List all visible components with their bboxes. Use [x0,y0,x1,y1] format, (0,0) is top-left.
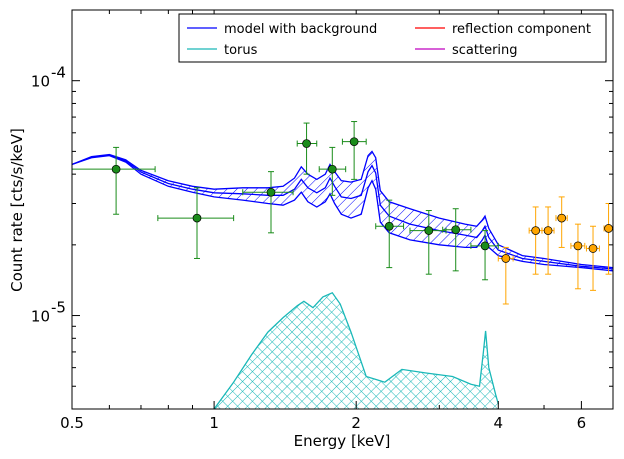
green-point-6 [384,221,394,231]
legend: model with background reflection compone… [178,13,607,63]
green-point-8 [451,225,461,235]
legend-box [178,13,607,63]
x-axis-label: Energy [keV] [294,432,391,450]
green-point-7 [424,226,434,235]
x-tick-label-4: 6 [577,414,587,432]
y-tick-exponent-1: -4 [51,64,66,82]
orange-point-2 [543,226,553,235]
green-point-0 [111,164,121,174]
green-point-5 [349,137,359,147]
plot-frame [71,9,614,410]
y-tick-label-0: 10 [31,308,50,326]
torus-band-hatch [214,292,499,409]
x-tick-label-0: 0.5 [60,414,84,432]
legend-label-reflection: reflection component [452,22,591,37]
x-tick-label-2: 2 [351,414,361,432]
x-tick-label-1: 1 [209,414,219,432]
orange-point-0 [501,254,511,263]
orange-point-3 [557,213,567,223]
model-band-hatch [72,151,613,271]
y-tick-label-1: 10 [31,73,50,91]
green-point-2 [266,187,276,197]
torus-upper-line [213,291,499,409]
model-line [72,154,613,270]
x-tick-label-3: 4 [494,414,504,432]
green-point-4 [327,164,337,174]
legend-label-model: model with background [224,22,377,37]
green-point-1 [192,213,202,223]
orange-point-4 [573,241,583,251]
green-point-3 [302,139,311,148]
y-axis-label: Count rate [cts/s/keV] [8,128,26,292]
orange-point-1 [531,226,541,235]
legend-label-torus: torus [224,43,258,58]
model-band-upper-line [72,150,613,269]
green-point-9 [480,241,490,251]
y-tick-exponent-0: -5 [51,299,66,317]
orange-point-6 [604,224,613,233]
legend-label-scattering: scattering [452,43,518,58]
orange-point-5 [588,244,598,253]
